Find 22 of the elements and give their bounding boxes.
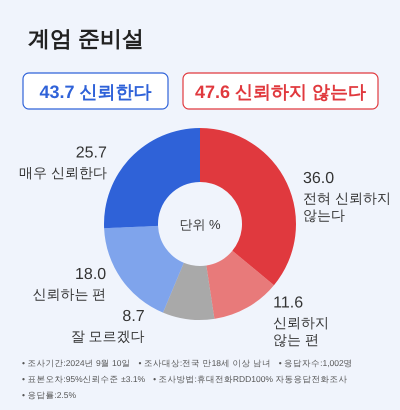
donut-slice <box>162 262 214 320</box>
data-label: 36.0 <box>303 170 334 188</box>
text: 43.7 신뢰한다 <box>39 82 152 102</box>
slice-label: 신뢰하는 편 <box>32 286 106 302</box>
text: • 표본오차:95%신뢰수준 ±3.1% <box>22 374 146 384</box>
data-label: 11.6 <box>273 294 304 312</box>
slice-label: 잘 모르겠다 <box>70 328 145 344</box>
text: • 조사방법:휴대전화RDD100% 자동응답전화조사 <box>153 374 348 384</box>
text: 단위 % <box>179 217 222 232</box>
text: • 조사대상:전국 만18세 이상 남녀 <box>138 358 271 368</box>
chart-title: 계엄 준비설 <box>28 26 144 51</box>
donut-slice <box>206 250 274 319</box>
data-label: 25.7 <box>76 144 107 162</box>
data-label: 8.7 <box>122 308 145 325</box>
text: 47.6 신뢰하지 않는다 <box>194 82 366 102</box>
slice-label: 매우 신뢰한다 <box>18 164 107 181</box>
data-label: 18.0 <box>75 266 106 283</box>
text: • 응답률:2.5% <box>22 390 77 400</box>
text: • 응답자수:1,002명 <box>278 358 353 368</box>
slice-label: 전혀 신뢰하지 않는다 <box>303 190 391 224</box>
slice-label: 신뢰하지 않는 편 <box>273 314 330 348</box>
text: • 조사기간:2024년 9월 10일 <box>22 358 131 368</box>
